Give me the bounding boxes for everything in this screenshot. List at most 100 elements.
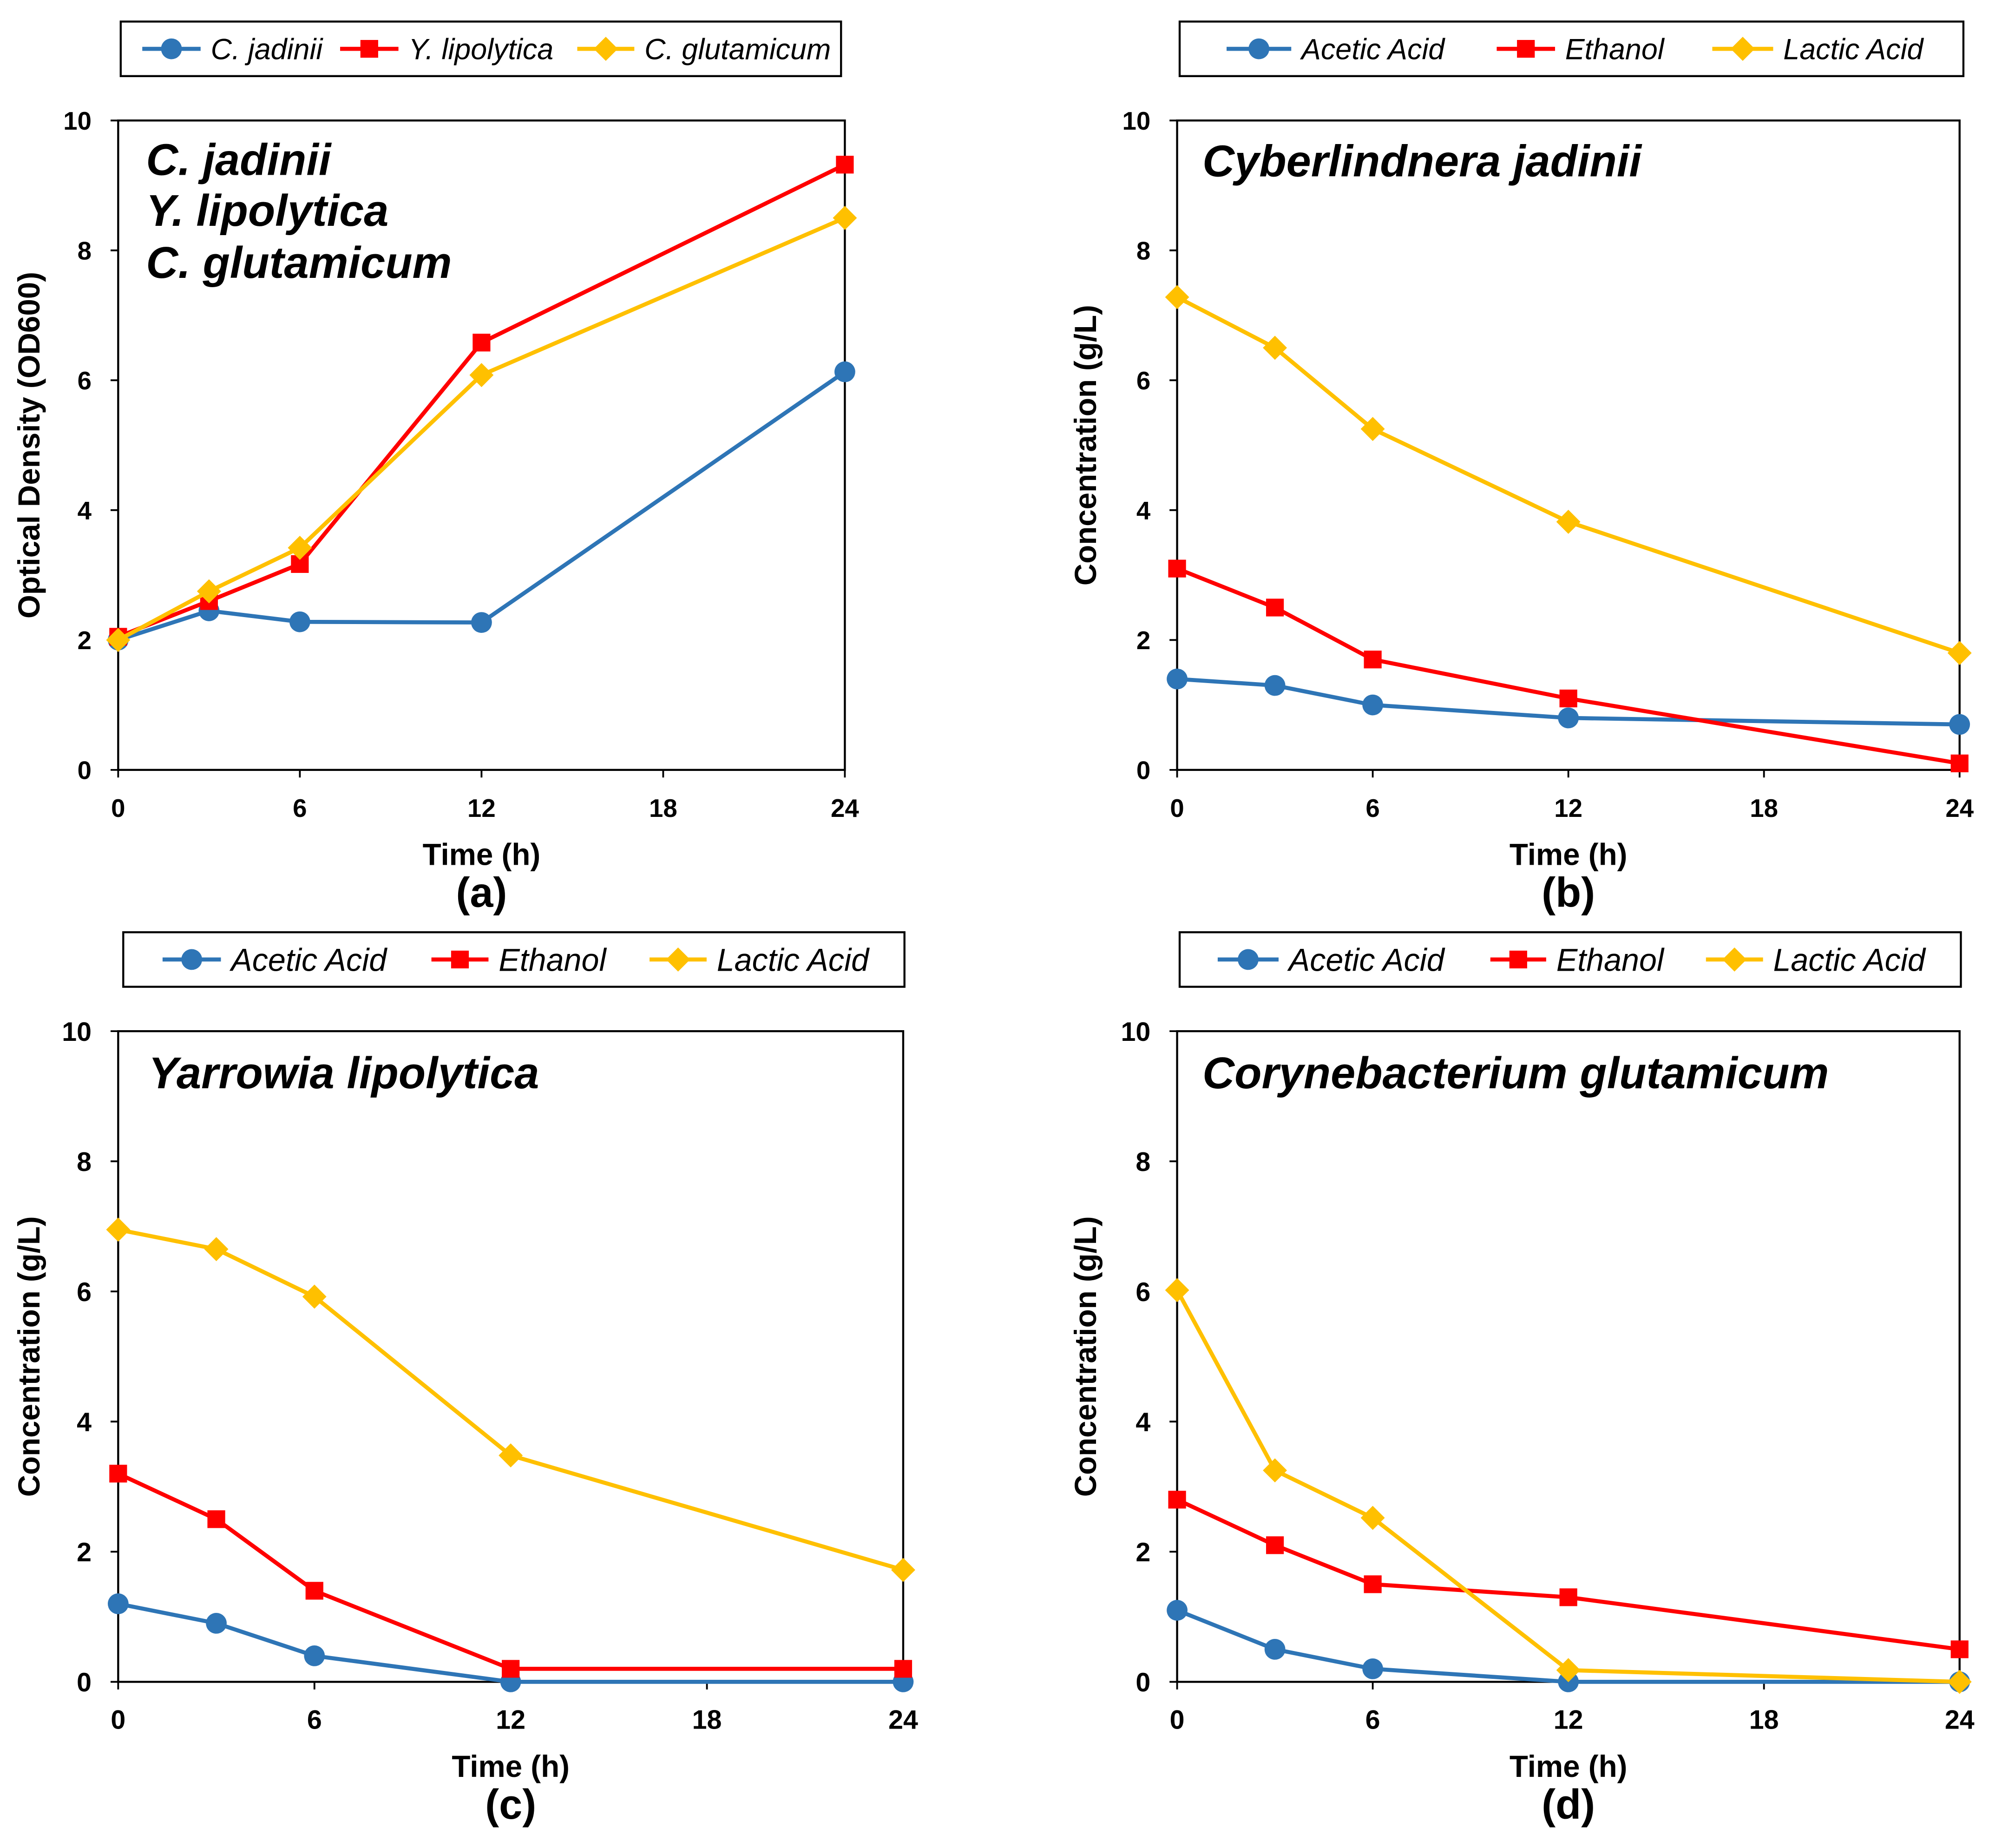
panel-label: (a) bbox=[456, 869, 507, 916]
data-point-lactic-acid-24h bbox=[1947, 641, 1972, 665]
data-point-ethanol-3h bbox=[207, 1510, 225, 1528]
data-point-ethanol-6h bbox=[305, 1582, 323, 1600]
legend-item-lactic-acid: Lactic Acid bbox=[1712, 33, 1924, 66]
x-tick-label: 6 bbox=[307, 1705, 322, 1735]
data-point-acetic-acid-0h bbox=[1167, 668, 1188, 690]
x-axis: 0 6 12 18 24 bbox=[111, 1682, 918, 1735]
y-tick-label: 6 bbox=[77, 1277, 92, 1307]
legend-label-c-jadinii: C. jadinii bbox=[211, 33, 324, 66]
legend-marker-lactic-acid bbox=[1722, 947, 1747, 972]
data-point-lactic-acid-0h bbox=[106, 1217, 131, 1242]
data-point-y-lipolytica-24h bbox=[836, 156, 854, 174]
x-tick-label: 18 bbox=[649, 794, 677, 822]
legend-label-lactic-acid: Lactic Acid bbox=[1783, 33, 1924, 66]
x-tick-label: 6 bbox=[1365, 1705, 1380, 1735]
data-point-lactic-acid-24h bbox=[891, 1558, 915, 1582]
legend-item-acetic-acid: Acetic Acid bbox=[1217, 942, 1445, 978]
data-point-lactic-acid-12h bbox=[499, 1443, 523, 1468]
y-tick-label: 0 bbox=[78, 756, 92, 785]
y-tick-label: 0 bbox=[1136, 1668, 1150, 1697]
data-point-acetic-acid-3h bbox=[1264, 1639, 1286, 1660]
panel-label: (c) bbox=[485, 1781, 536, 1828]
data-point-y-lipolytica-12h bbox=[473, 334, 491, 352]
y-axis: 0 2 4 6 8 10 bbox=[1121, 1017, 1177, 1697]
series-ethanol bbox=[1168, 1491, 1969, 1658]
y-tick-label: 10 bbox=[1121, 1017, 1150, 1047]
x-axis-label: Time (h) bbox=[1510, 838, 1628, 872]
data-point-lactic-acid-0h bbox=[1165, 1278, 1189, 1302]
legend-label-lactic-acid: Lactic Acid bbox=[1773, 942, 1926, 978]
y-tick-label: 4 bbox=[77, 1407, 92, 1437]
chart-title: C. glutamicum bbox=[146, 238, 452, 288]
legend-item-ethanol: Ethanol bbox=[1490, 942, 1665, 978]
y-tick-label: 10 bbox=[62, 1017, 92, 1047]
legend-box bbox=[1178, 931, 1962, 988]
data-point-lactic-acid-12h bbox=[1556, 1658, 1581, 1683]
y-tick-label: 8 bbox=[78, 237, 92, 265]
legend: Acetic Acid Ethanol Lactic Acid bbox=[1178, 20, 1965, 77]
x-tick-label: 6 bbox=[1365, 794, 1379, 822]
data-point-lactic-acid-3h bbox=[1263, 335, 1287, 360]
data-point-lactic-acid-3h bbox=[1263, 1458, 1287, 1483]
data-point-ethanol-12h bbox=[1559, 690, 1577, 708]
legend-label-c-glutamicum: C. glutamicum bbox=[644, 33, 831, 66]
data-point-lactic-acid-6h bbox=[302, 1284, 327, 1309]
data-point-acetic-acid-6h bbox=[1362, 1658, 1383, 1679]
y-axis: 0 2 4 6 8 10 bbox=[63, 107, 118, 785]
legend-box bbox=[119, 20, 842, 77]
chart-title: Yarrowia lipolytica bbox=[149, 1049, 539, 1098]
legend-item-lactic-acid: Lactic Acid bbox=[1706, 942, 1926, 978]
x-tick-label: 0 bbox=[1170, 1705, 1185, 1735]
y-axis-label: Concentration (g/L) bbox=[1069, 1216, 1103, 1497]
y-axis-label: Optical Density (OD600) bbox=[12, 272, 46, 618]
legend-item-ethanol: Ethanol bbox=[431, 942, 607, 978]
legend-label-acetic-acid: Acetic Acid bbox=[1287, 942, 1445, 978]
y-axis: 0 2 4 6 8 10 bbox=[62, 1017, 118, 1697]
x-tick-label: 12 bbox=[496, 1705, 525, 1735]
series-acetic-acid bbox=[107, 1593, 914, 1692]
data-point-lactic-acid-0h bbox=[1165, 285, 1189, 309]
x-axis-label: Time (h) bbox=[1510, 1749, 1628, 1783]
data-point-ethanol-3h bbox=[1266, 598, 1284, 617]
data-point-acetic-acid-3h bbox=[206, 1613, 227, 1634]
chart-title: C. jadinii bbox=[146, 136, 332, 185]
data-point-ethanol-24h bbox=[894, 1660, 912, 1678]
x-tick-label: 18 bbox=[1749, 1705, 1779, 1735]
legend-item-acetic-acid: Acetic Acid bbox=[1227, 33, 1445, 66]
data-point-acetic-acid-24h bbox=[1949, 714, 1970, 735]
legend-item-y-lipolytica: Y. lipolytica bbox=[340, 33, 553, 66]
data-point-ethanol-24h bbox=[1950, 754, 1969, 772]
legend: Acetic Acid Ethanol Lactic Acid bbox=[122, 931, 906, 988]
legend-item-acetic-acid: Acetic Acid bbox=[162, 942, 387, 978]
data-point-lactic-acid-6h bbox=[1360, 1506, 1385, 1530]
x-tick-label: 6 bbox=[293, 794, 307, 822]
legend-label-y-lipolytica: Y. lipolytica bbox=[408, 33, 553, 66]
data-point-lactic-acid-6h bbox=[1360, 417, 1385, 441]
data-point-acetic-acid-12h bbox=[1558, 707, 1579, 729]
legend: Acetic Acid Ethanol Lactic Acid bbox=[1178, 931, 1962, 988]
y-axis-label: Concentration (g/L) bbox=[12, 1216, 46, 1497]
x-tick-label: 12 bbox=[1554, 794, 1582, 822]
x-axis: 0 6 12 18 24 bbox=[111, 769, 859, 822]
y-tick-label: 6 bbox=[1136, 367, 1150, 395]
y-tick-label: 4 bbox=[1136, 1407, 1150, 1437]
legend-item-ethanol: Ethanol bbox=[1497, 33, 1665, 66]
y-axis-label: Concentration (g/L) bbox=[1069, 305, 1103, 585]
data-point-ethanol-3h bbox=[1266, 1536, 1284, 1554]
data-point-c-glutamicum-3h bbox=[197, 579, 221, 604]
x-axis: 0 6 12 18 24 bbox=[1170, 769, 1974, 822]
y-tick-label: 10 bbox=[1123, 107, 1151, 135]
legend-label-acetic-acid: Acetic Acid bbox=[229, 942, 387, 978]
y-tick-label: 8 bbox=[1136, 1147, 1150, 1177]
x-tick-label: 0 bbox=[111, 1705, 125, 1735]
y-tick-label: 0 bbox=[1136, 756, 1150, 785]
data-point-lactic-acid-3h bbox=[204, 1237, 229, 1262]
x-axis-label: Time (h) bbox=[423, 838, 541, 872]
panel-label: (d) bbox=[1542, 1781, 1595, 1828]
data-point-ethanol-0h bbox=[1168, 1491, 1186, 1509]
series-lactic-acid bbox=[1165, 1278, 1972, 1694]
y-tick-label: 2 bbox=[77, 1538, 92, 1567]
